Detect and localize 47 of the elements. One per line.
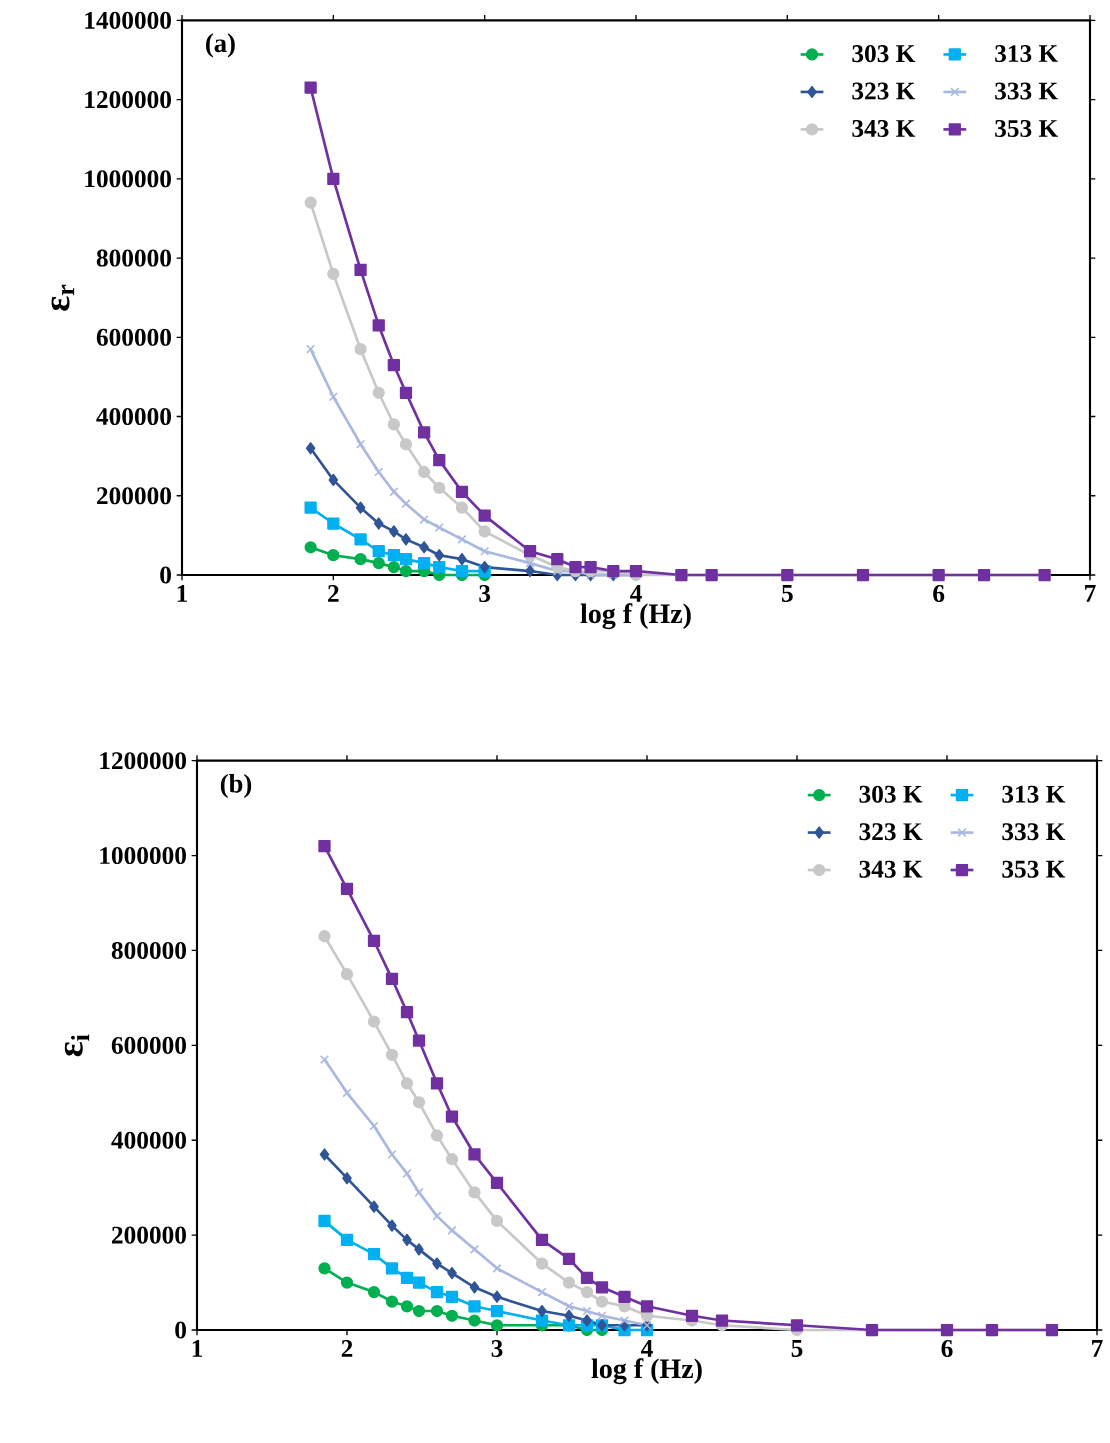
x-tick-label: 1 bbox=[192, 1340, 203, 1357]
y-tick-label: 1000000 bbox=[85, 170, 171, 188]
x-tick-label: 2 bbox=[341, 1340, 353, 1357]
x-axis-title: log f (Hz) bbox=[591, 1358, 702, 1385]
y-axis-title: ε$_{i}$ bbox=[64, 1034, 90, 1057]
x-tick-label: 6 bbox=[941, 1340, 953, 1358]
legend-label: 333 K bbox=[995, 82, 1058, 100]
legend-label: 333 K bbox=[1002, 823, 1066, 841]
y-tick-label: 400000 bbox=[111, 1131, 186, 1149]
legend-label: 313 K bbox=[995, 45, 1058, 63]
legend-label: 353 K bbox=[1002, 860, 1066, 878]
annotation: (b) bbox=[220, 773, 252, 799]
y-tick-label: 1200000 bbox=[85, 91, 171, 109]
x-tick-label: 7 bbox=[1092, 1340, 1103, 1357]
y-tick-label: 600000 bbox=[111, 1036, 186, 1054]
legend-label: 343 K bbox=[859, 860, 923, 878]
y-tick-label: 800000 bbox=[111, 941, 186, 960]
x-tick-label: 6 bbox=[933, 585, 945, 603]
y-tick-label: 1200000 bbox=[100, 752, 186, 770]
x-tick-label: 4 bbox=[641, 1340, 653, 1357]
legend-label: 323 K bbox=[852, 82, 916, 100]
y-axis-title: ε$_{r}$ bbox=[51, 284, 75, 311]
y-tick-label: 400000 bbox=[96, 408, 171, 426]
y-tick-label: 200000 bbox=[97, 487, 171, 505]
legend-label: 303 K bbox=[852, 45, 916, 63]
x-tick-label: 3 bbox=[491, 1340, 503, 1358]
y-tick-label: 0 bbox=[175, 1321, 186, 1339]
y-tick-label: 200000 bbox=[112, 1226, 186, 1244]
y-tick-label: 1400000 bbox=[85, 11, 171, 29]
legend-label: 323 K bbox=[859, 823, 923, 841]
x-tick-label: 3 bbox=[479, 585, 491, 603]
legend-label: 313 K bbox=[1002, 785, 1066, 803]
y-tick-label: 800000 bbox=[96, 249, 171, 267]
x-tick-label: 5 bbox=[791, 1340, 803, 1357]
x-axis-title: log f (Hz) bbox=[580, 603, 691, 630]
legend-label: 343 K bbox=[852, 120, 916, 138]
x-tick-label: 4 bbox=[630, 585, 642, 602]
x-tick-label: 7 bbox=[1085, 585, 1096, 602]
x-tick-label: 5 bbox=[782, 585, 793, 602]
x-tick-label: 1 bbox=[177, 585, 188, 602]
y-tick-label: 0 bbox=[160, 566, 171, 584]
y-tick-label: 1000000 bbox=[100, 847, 186, 865]
annotation: (a) bbox=[206, 33, 235, 58]
y-tick-label: 600000 bbox=[96, 328, 171, 346]
legend-label: 353 K bbox=[995, 120, 1058, 138]
legend-label: 303 K bbox=[859, 785, 923, 803]
x-tick-label: 2 bbox=[328, 585, 339, 602]
